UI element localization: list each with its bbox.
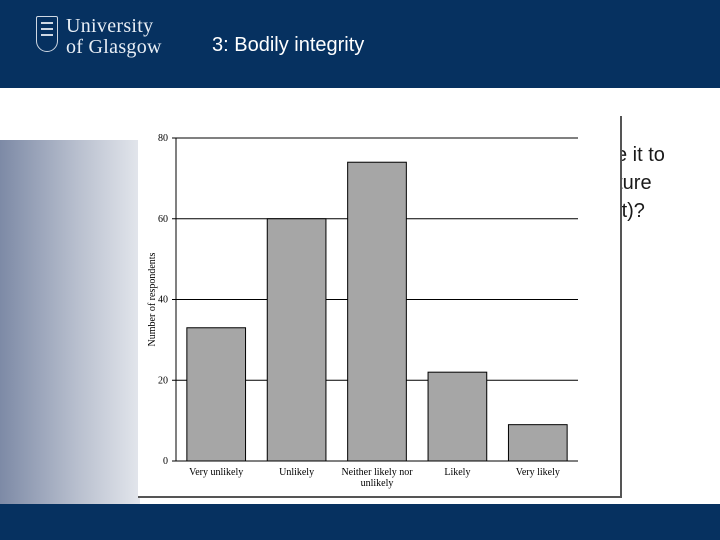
x-tick-label: Unlikely — [279, 467, 314, 478]
bar — [507, 424, 568, 462]
chart-panel: 0 20 40 60 80 Number of respondents Very unlik… — [138, 116, 622, 498]
x-tick-label: Very unlikely — [189, 467, 243, 478]
university-crest-icon — [36, 16, 58, 52]
logo-line-1: University — [66, 15, 154, 37]
x-tick-label: Very likely — [516, 467, 560, 478]
logo-line-2: of Glasgow — [66, 36, 162, 58]
header-bar: University of Glasgow 3: Bodily integrit… — [0, 0, 720, 88]
bar — [427, 371, 488, 462]
x-tick-label: unlikely — [361, 478, 394, 489]
bar — [186, 327, 247, 462]
bar — [266, 218, 327, 462]
y-tick-label: 0 — [163, 456, 168, 467]
y-axis-label: Number of respondents — [147, 252, 158, 346]
decorative-band — [0, 140, 140, 504]
footer-bar — [0, 504, 720, 540]
slide-title: 3: Bodily integrity — [212, 34, 365, 56]
bar — [347, 161, 407, 462]
y-tick-label: 80 — [158, 133, 168, 144]
question-text: ve it to uture ult)? — [606, 144, 665, 222]
bar-chart: 0 20 40 60 80 Number of respondents Very unlik… — [147, 133, 578, 489]
x-tick-label: Likely — [444, 467, 470, 478]
x-tick-label: Neither likely nor — [341, 467, 413, 478]
y-tick-label: 60 — [158, 214, 168, 225]
y-tick-label: 40 — [158, 295, 168, 306]
y-tick-label: 20 — [158, 375, 168, 386]
